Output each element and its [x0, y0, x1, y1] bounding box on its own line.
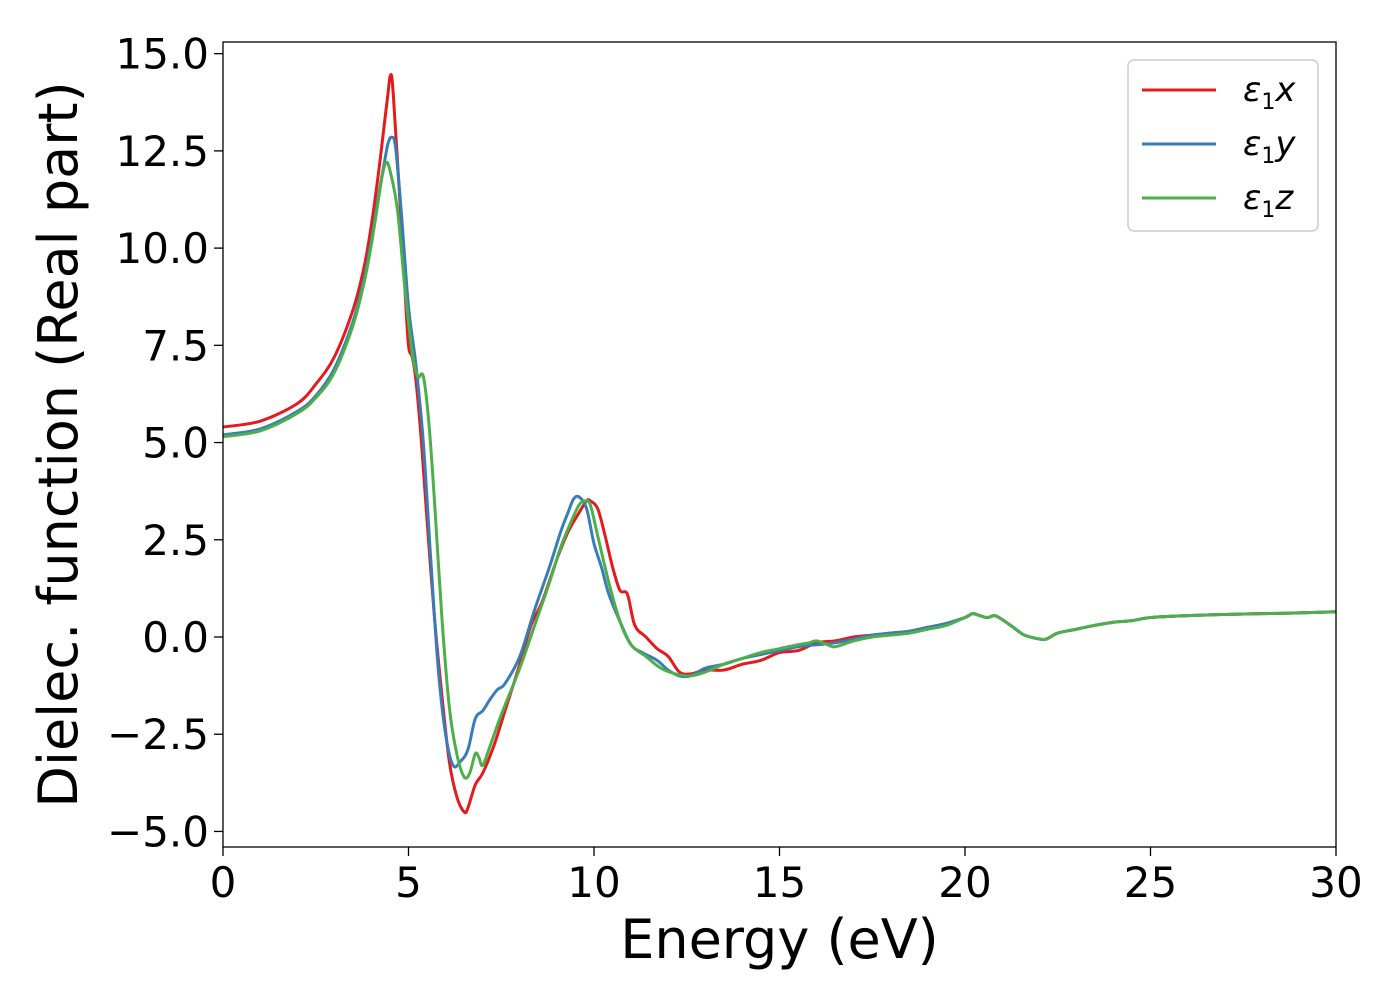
- legend-subscript: 1: [1261, 90, 1275, 115]
- legend-subscript: 1: [1261, 144, 1275, 169]
- legend-label-z: ε1z: [1243, 178, 1294, 223]
- x-tick-label: 15: [753, 858, 806, 907]
- y-tick-label: 10.0: [115, 224, 209, 273]
- y-axis: −5.0 −2.5 0.0 2.5 5.0 7.5 10.0 12.5 15.0: [107, 30, 223, 856]
- legend-symbol: ε: [1243, 124, 1261, 164]
- y-tick-label: −5.0: [107, 807, 209, 856]
- x-tick-label: 30: [1309, 858, 1362, 907]
- y-tick-label: −2.5: [107, 710, 209, 759]
- legend-subscript: 1: [1261, 198, 1275, 223]
- legend-label-y: ε1y: [1243, 124, 1296, 169]
- x-tick-label: 0: [210, 858, 237, 907]
- legend-variable: y: [1274, 124, 1296, 164]
- series-line-z: [223, 160, 1336, 780]
- y-tick-label: 2.5: [142, 516, 209, 565]
- y-tick-label: 15.0: [115, 30, 209, 79]
- x-tick-label: 10: [567, 858, 620, 907]
- y-tick-label: 0.0: [142, 613, 209, 662]
- x-tick-label: 25: [1124, 858, 1177, 907]
- y-tick-label: 5.0: [142, 419, 209, 468]
- y-axis-title: Dielec. function (Real part): [27, 81, 90, 807]
- legend-symbol: ε: [1243, 178, 1261, 218]
- legend-symbol: ε: [1243, 70, 1261, 110]
- legend-label-x: ε1x: [1243, 70, 1296, 115]
- series-layer: [223, 73, 1336, 815]
- x-tick-label: 5: [395, 858, 422, 907]
- y-tick-label: 12.5: [115, 127, 209, 176]
- x-axis: 0 5 10 15 20 25 30: [210, 847, 1363, 907]
- x-axis-title: Energy (eV): [620, 908, 939, 971]
- legend-variable: z: [1274, 178, 1294, 218]
- y-tick-label: 7.5: [142, 321, 209, 370]
- legend-variable: x: [1274, 70, 1296, 110]
- x-tick-label: 20: [938, 858, 991, 907]
- legend-box: [1127, 59, 1319, 232]
